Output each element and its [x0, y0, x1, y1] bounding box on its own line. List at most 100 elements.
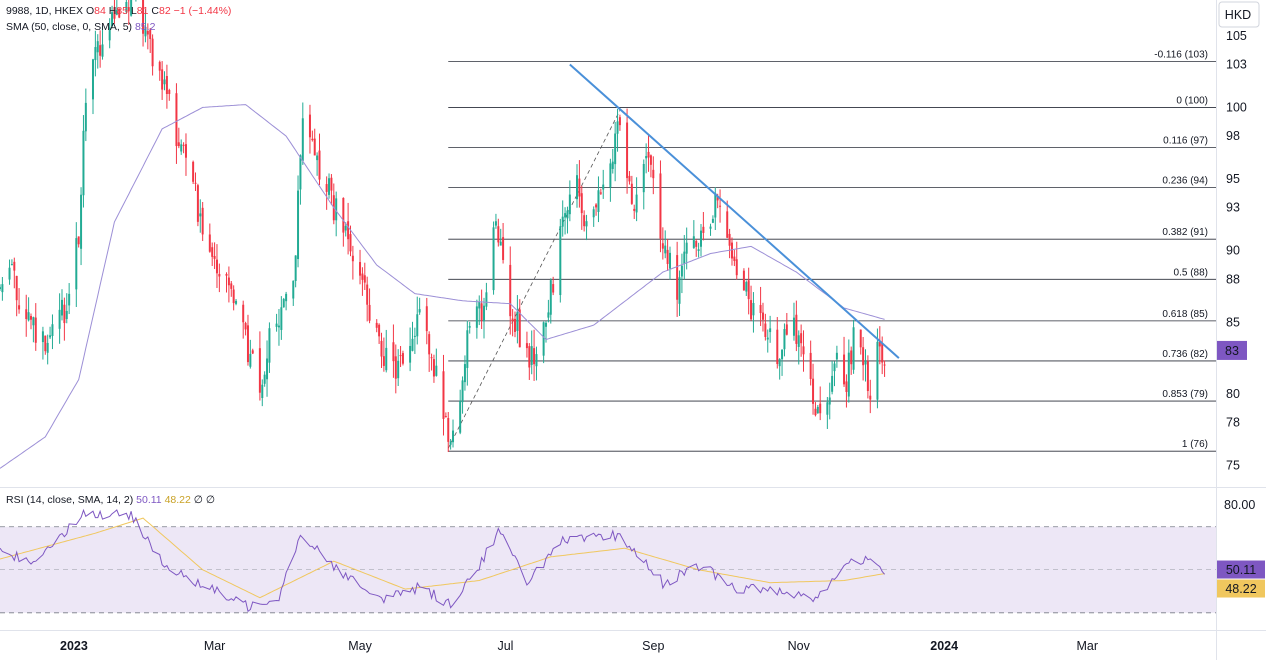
candle — [401, 350, 404, 366]
candle — [826, 396, 829, 429]
candle-body — [328, 178, 331, 195]
candle-body — [728, 233, 731, 246]
candle — [533, 329, 536, 381]
price-pane[interactable]: -0.116 (103) 0 (100) 0.116 (97) 0.236 (94) 0… — [0, 0, 1216, 469]
candle-body — [428, 334, 431, 355]
candle — [726, 200, 729, 239]
candle — [797, 330, 800, 365]
candle — [242, 300, 245, 339]
candle — [730, 237, 733, 266]
candle — [175, 83, 178, 164]
candle — [96, 34, 99, 69]
candle-body — [592, 209, 595, 218]
candle — [585, 214, 588, 241]
candle-body — [68, 293, 71, 306]
candle-body — [759, 304, 762, 314]
candle-body — [318, 150, 321, 180]
candle-body — [180, 144, 183, 152]
candle-body — [94, 47, 97, 61]
candle-body — [285, 293, 288, 302]
candle — [583, 210, 586, 232]
price-tick-label: 90 — [1226, 244, 1240, 258]
candle — [392, 324, 395, 378]
candle — [399, 346, 402, 368]
candle — [192, 160, 195, 185]
legend-change: −1 (−1.44%) — [173, 5, 232, 17]
candle-body — [80, 194, 83, 249]
candle-body — [509, 264, 512, 317]
candle — [711, 215, 714, 224]
candle-body — [411, 338, 414, 351]
legend-high: 85 — [116, 5, 129, 17]
candle-body — [559, 226, 562, 296]
price-tick-label: 78 — [1226, 416, 1240, 430]
candle-body — [735, 259, 738, 276]
candle — [461, 376, 464, 414]
candle-body — [60, 299, 63, 316]
candle — [626, 108, 629, 194]
candle-body — [761, 312, 764, 320]
candle — [294, 255, 297, 288]
candle — [497, 218, 500, 247]
candle — [34, 303, 37, 351]
candle — [463, 355, 466, 391]
candle-body — [151, 38, 154, 67]
candle — [328, 173, 331, 199]
candle — [430, 353, 433, 371]
fib-label: 0.618 (85) — [1162, 309, 1208, 320]
candle-body — [492, 227, 495, 291]
candle-body — [242, 304, 245, 323]
candle — [850, 346, 853, 375]
candle — [258, 331, 261, 401]
candle — [728, 228, 731, 259]
candle-body — [96, 41, 99, 53]
candle-body — [518, 309, 521, 348]
price-tick-label: 85 — [1226, 315, 1240, 329]
candle-body — [344, 226, 347, 231]
candle-body — [297, 190, 300, 260]
candle — [628, 171, 631, 185]
candle-body — [852, 327, 855, 370]
candle — [199, 199, 202, 233]
candle — [375, 319, 378, 333]
last-price-badge-text: 83 — [1225, 344, 1239, 358]
rsi-pane[interactable] — [0, 508, 1216, 614]
rsi-sma-badge-text: 48.22 — [1225, 582, 1256, 596]
time-tick-label: May — [348, 639, 372, 653]
candle-body — [599, 192, 602, 194]
candle — [351, 245, 354, 280]
candle — [428, 331, 431, 372]
candle-body — [859, 329, 862, 348]
candle — [25, 294, 28, 337]
candle-body — [552, 284, 555, 293]
candle-body — [647, 151, 650, 158]
candle — [692, 220, 695, 249]
rsi-sma-line — [0, 517, 885, 599]
candle — [664, 230, 667, 259]
fib-label: 0 (100) — [1176, 95, 1208, 106]
candle-body — [766, 337, 769, 340]
candle-body — [163, 79, 166, 85]
candle — [862, 336, 865, 381]
candle — [94, 30, 97, 77]
candle — [63, 297, 66, 341]
candle — [831, 360, 834, 395]
candle — [84, 88, 87, 142]
candle-body — [118, 8, 121, 18]
candle-body — [683, 251, 686, 264]
candle-body — [514, 318, 517, 332]
candle-body — [597, 190, 600, 212]
candle — [380, 332, 383, 369]
candle — [318, 133, 321, 185]
candle-body — [764, 323, 767, 337]
trendline — [569, 63, 900, 359]
candle — [280, 296, 283, 340]
candle-body — [49, 335, 52, 338]
candle — [699, 224, 702, 257]
candle — [235, 299, 238, 306]
candle-body — [75, 238, 78, 290]
price-tick-label: 88 — [1226, 272, 1240, 286]
candle-body — [685, 242, 688, 254]
